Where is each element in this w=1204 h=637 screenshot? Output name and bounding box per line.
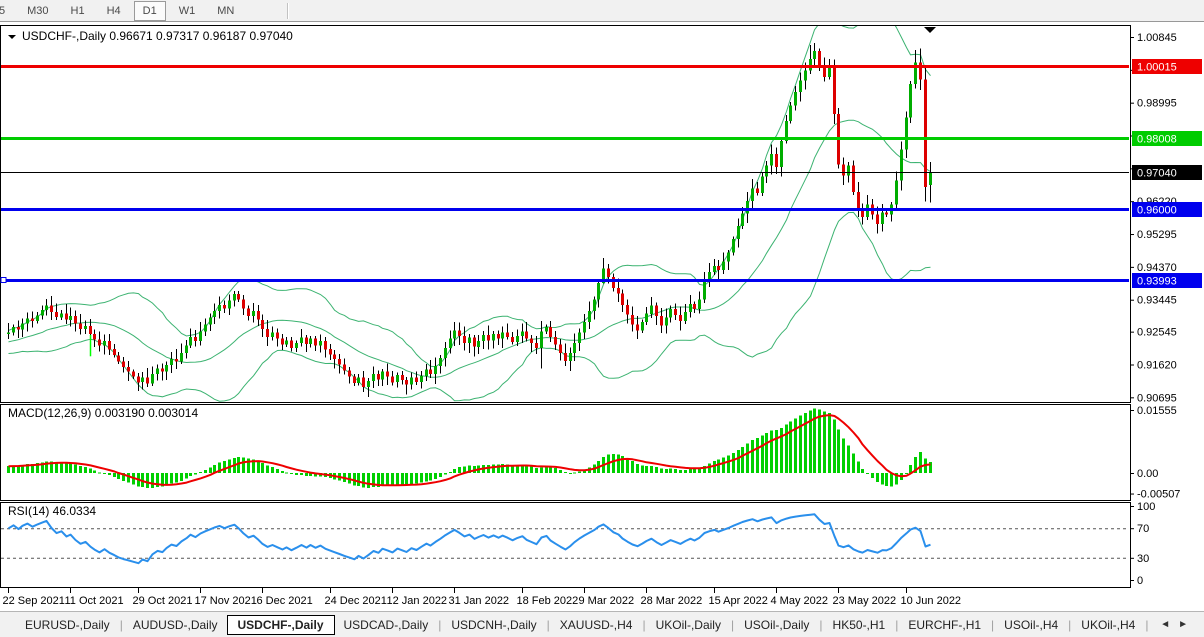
date-label: 6 Dec 2021: [257, 595, 313, 607]
bollinger-middle: [8, 119, 931, 378]
date-label: 12 Jan 2022: [387, 595, 448, 607]
tab-audusd[interactable]: AUDUSD-,Daily: [132, 617, 218, 632]
tab-separator: |: [730, 617, 735, 632]
macd-axis-tick: 0.00: [1137, 468, 1158, 480]
bollinger-lower: [8, 211, 931, 402]
axis-label-box: [1132, 59, 1202, 74]
price-axis-tick: 0.98995: [1137, 98, 1177, 110]
date-label: 11 Oct 2021: [65, 595, 124, 607]
axis-label-text: 1.00015: [1137, 62, 1177, 74]
macd-layer: [7, 408, 932, 489]
macd-axis-tick: 0.01555: [1137, 405, 1177, 417]
axis-label-box: [1132, 202, 1202, 217]
tab-separator: |: [438, 617, 442, 632]
tab-separator: |: [119, 617, 123, 632]
rsi-layer: [7, 513, 931, 565]
chart-shift-marker-icon[interactable]: [924, 27, 936, 33]
macd-signal-line: [8, 414, 931, 487]
tab-eurusd[interactable]: EURUSD-,Daily: [25, 617, 110, 632]
timeframe-toolbar: 5 M30 H1 H4 D1 W1 MN: [0, 0, 1204, 22]
date-label: 17 Nov 2021: [195, 595, 257, 607]
price-axis-tick: 1.00845: [1137, 32, 1177, 44]
macd-label: MACD(12,26,9) 0.003190 0.003014: [8, 406, 198, 420]
price-axis-tick: 0.92545: [1137, 327, 1177, 339]
tab-separator: |: [1145, 617, 1149, 632]
axis-label-box: [1132, 131, 1202, 146]
chart-title: USDCHF-,Daily 0.96671 0.97317 0.96187 0.…: [22, 29, 293, 43]
axis-label-text: 0.98008: [1137, 134, 1177, 146]
axis-label-text: 0.97040: [1137, 168, 1177, 180]
period-button-d1[interactable]: D1: [133, 0, 166, 21]
period-button-h4[interactable]: H4: [106, 4, 121, 17]
date-label: 15 Apr 2022: [709, 595, 768, 607]
period-button-5[interactable]: 5: [0, 1, 14, 21]
tab-usoil[interactable]: USOil-,H4: [1004, 617, 1059, 632]
tab-separator: |: [819, 617, 823, 632]
price-axis-tick: 0.90695: [1137, 392, 1177, 404]
tab-separator: |: [1068, 617, 1072, 632]
bollinger-bands: [8, 26, 931, 402]
rsi-label: RSI(14) 46.0334: [8, 504, 96, 518]
tab-ukoil[interactable]: UKOil-,Daily: [655, 617, 721, 632]
rsi-axis-tick: 0: [1137, 575, 1143, 587]
axis-label-text: 0.96000: [1137, 205, 1177, 217]
price-axis-tick: 0.94370: [1137, 262, 1177, 274]
period-button-w1[interactable]: W1: [178, 4, 196, 17]
axis-label-box: [1132, 165, 1202, 180]
chart-svg[interactable]: 1.008450.999200.989950.980700.971450.962…: [0, 23, 1204, 611]
bollinger-upper: [8, 26, 931, 368]
toolbar-separator: [287, 2, 290, 19]
date-label: 9 Mar 2022: [579, 595, 635, 607]
date-label: 22 Sep 2021: [3, 595, 65, 607]
tab-scroll-right-icon[interactable]: ►: [1178, 619, 1188, 630]
date-label: 29 Oct 2021: [133, 595, 193, 607]
date-label: 24 Dec 2021: [325, 595, 387, 607]
tab-xauusd[interactable]: XAUUSD-,H4: [559, 617, 633, 632]
tab-hk50[interactable]: HK50-,H1: [832, 617, 886, 632]
date-label: 28 Mar 2022: [641, 595, 703, 607]
tab-eurchf[interactable]: EURCHF-,H1: [908, 617, 982, 632]
rsi-panel[interactable]: [0, 502, 1131, 588]
symbol-dropdown-icon[interactable]: [8, 35, 16, 39]
date-label: 4 May 2022: [771, 595, 828, 607]
period-button-m30[interactable]: M30: [27, 4, 49, 17]
period-button-h1[interactable]: H1: [70, 4, 85, 17]
date-label: 31 Jan 2022: [449, 595, 510, 607]
tab-separator: |: [895, 617, 899, 632]
axis-label-text: 0.93993: [1137, 276, 1177, 288]
tab-usdcad[interactable]: USDCAD-,Daily: [343, 617, 429, 632]
date-label: 18 Feb 2022: [517, 595, 579, 607]
line-handle[interactable]: [0, 277, 7, 283]
axis-label-box: [1132, 273, 1202, 288]
tab-separator: |: [546, 617, 550, 632]
date-label: 23 May 2022: [833, 595, 897, 607]
tab-separator: |: [991, 617, 995, 632]
tab-usdcnh[interactable]: USDCNH-,Daily: [451, 617, 537, 632]
period-button-mn[interactable]: MN: [217, 4, 235, 17]
rsi-line: [7, 513, 931, 565]
tab-usoil[interactable]: USOil-,Daily: [744, 617, 810, 632]
rsi-axis-tick: 70: [1137, 523, 1149, 535]
price-axis-tick: 0.91620: [1137, 360, 1177, 372]
rsi-axis-tick: 100: [1137, 501, 1155, 513]
date-label: 10 Jun 2022: [901, 595, 962, 607]
price-axis-tick: 0.93445: [1137, 295, 1177, 307]
chart-tab-bar: EURUSD-,Daily | AUDUSD-,Daily USDCHF-,Daily…: [0, 611, 1204, 637]
tab-ukoil[interactable]: UKOil-,H4: [1081, 617, 1136, 632]
rsi-axis-tick: 30: [1137, 553, 1149, 565]
macd-axis-tick: -0.00507: [1137, 489, 1180, 501]
macd-panel[interactable]: [0, 404, 1131, 501]
tab-usdchf[interactable]: USDCHF-,Daily: [226, 614, 335, 635]
tab-scroll-left-icon[interactable]: ◄: [1160, 619, 1171, 630]
tab-separator: |: [642, 617, 646, 632]
price-axis-tick: 0.95295: [1137, 229, 1177, 241]
